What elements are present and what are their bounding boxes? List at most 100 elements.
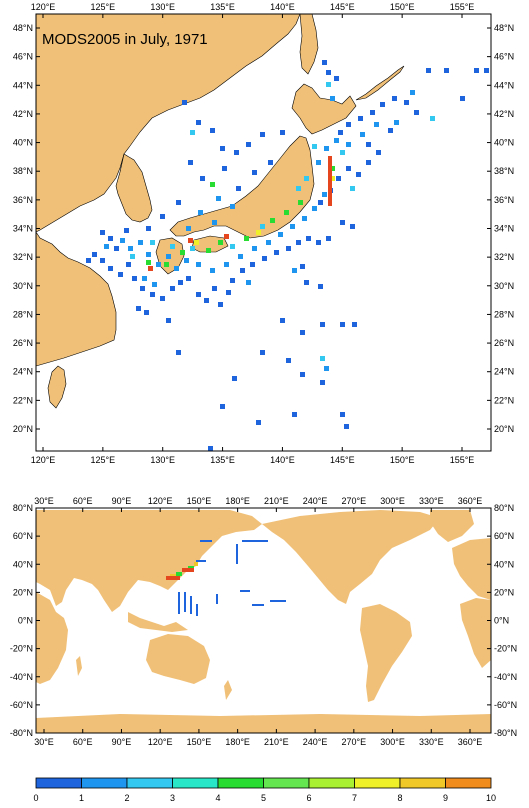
- top-y-tick-label: 26°N: [13, 338, 33, 348]
- bottom-map-land: [36, 510, 491, 733]
- bot-x-tick-label: 180°E: [225, 737, 250, 747]
- colorbar-label: 10: [486, 793, 496, 803]
- bottom-map-observations: [166, 540, 286, 616]
- top-x-tick-label: 145°E: [330, 455, 355, 465]
- top-y-tick-label: 48°N: [13, 23, 33, 33]
- top-y-tick-label: 34°N: [494, 224, 514, 234]
- colorbar-labels: 0 1 2 3 4 5 6 7 8 9 10: [33, 793, 496, 803]
- colorbar-box: [354, 777, 401, 789]
- bottom-map-x-ticks-bottom: 30°E 60°E 90°E 120°E 150°E 180°E 210°E 240°E 270…: [34, 729, 482, 747]
- bot-x-tick-label: 330°E: [419, 737, 444, 747]
- colorbar-box: [35, 777, 82, 789]
- bot-x-tick-label: 360°E: [458, 496, 483, 506]
- top-y-tick-label: 36°N: [13, 195, 33, 205]
- bot-x-tick-label: 270°E: [342, 737, 367, 747]
- top-y-tick-label: 40°N: [13, 138, 33, 148]
- bottom-map-y-ticks-right: 80°N 60°N 40°N 20°N 0°N -20°N -40°N -60°N -80°N: [487, 503, 517, 738]
- bot-y-tick-label: -40°N: [10, 672, 33, 682]
- top-map: 120°E 125°E 130°E 135°E 140°E 145°E 150°E 155°E…: [13, 2, 514, 465]
- bot-x-tick-label: 90°E: [112, 496, 132, 506]
- colorbar-label: 3: [170, 793, 175, 803]
- top-y-tick-label: 42°N: [13, 109, 33, 119]
- top-y-tick-label: 48°N: [494, 23, 514, 33]
- colorbar-label: 8: [397, 793, 402, 803]
- africa-wrap: [460, 598, 491, 668]
- bot-x-tick-label: 300°E: [380, 737, 405, 747]
- top-y-tick-label: 28°N: [13, 309, 33, 319]
- top-x-tick-label: 150°E: [390, 455, 415, 465]
- bot-y-tick-label: -60°N: [494, 700, 517, 710]
- bot-x-tick-label: 60°E: [73, 496, 93, 506]
- bot-x-tick-label: 210°E: [264, 496, 289, 506]
- europe-wrap: [452, 538, 491, 600]
- bot-x-tick-label: 90°E: [112, 737, 132, 747]
- asia-mainland: [35, 13, 301, 233]
- top-y-tick-label: 30°N: [13, 281, 33, 291]
- top-y-tick-label: 28°N: [494, 309, 514, 319]
- bot-y-tick-label: -20°N: [494, 644, 517, 654]
- bot-x-tick-label: 30°E: [34, 496, 54, 506]
- bot-y-tick-label: 60°N: [13, 531, 33, 541]
- top-map-x-ticks-bottom: 120°E 125°E 130°E 135°E 140°E 145°E 150°E 155°E: [31, 447, 475, 465]
- top-map-y-ticks-left: 48°N 46°N 44°N 42°N 40°N 38°N 36°N 34°N 32°N 30°N…: [13, 23, 40, 434]
- colorbar-box: [172, 777, 219, 789]
- top-y-tick-label: 20°N: [494, 424, 514, 434]
- bot-y-tick-label: 20°N: [13, 587, 33, 597]
- bottom-map: 30°E 60°E 90°E 120°E 150°E 180°E 210°E 240°E 270…: [10, 496, 517, 747]
- bot-x-tick-label: 210°E: [264, 737, 289, 747]
- top-y-tick-label: 24°N: [494, 367, 514, 377]
- bot-y-tick-label: -20°N: [10, 644, 33, 654]
- korea-peninsula: [115, 153, 153, 223]
- hokkaido: [291, 83, 357, 135]
- bot-y-tick-label: 80°N: [13, 503, 33, 513]
- bot-x-tick-label: 270°E: [342, 496, 367, 506]
- bottom-map-y-ticks-left: 80°N 60°N 40°N 20°N 0°N -20°N -40°N -60°N -80°N: [10, 503, 40, 738]
- top-y-tick-label: 44°N: [494, 80, 514, 90]
- top-y-tick-label: 30°N: [494, 281, 514, 291]
- top-y-tick-label: 46°N: [494, 52, 514, 62]
- bot-x-tick-label: 150°E: [187, 496, 212, 506]
- top-x-tick-label: 135°E: [210, 2, 235, 12]
- bot-y-tick-label: -40°N: [494, 672, 517, 682]
- bot-x-tick-label: 360°E: [458, 737, 483, 747]
- china-south-coast: [35, 231, 117, 367]
- top-y-tick-label: 46°N: [13, 52, 33, 62]
- top-y-tick-label: 44°N: [13, 80, 33, 90]
- bot-y-tick-label: 20°N: [494, 587, 514, 597]
- top-x-tick-label: 120°E: [31, 455, 56, 465]
- africa: [36, 592, 68, 684]
- top-x-tick-label: 120°E: [31, 2, 56, 12]
- bot-x-tick-label: 240°E: [303, 496, 328, 506]
- japan-small: [182, 548, 194, 570]
- bot-y-tick-label: 60°N: [494, 531, 514, 541]
- top-y-tick-label: 36°N: [494, 195, 514, 205]
- top-x-tick-label: 155°E: [450, 2, 475, 12]
- new-zealand: [224, 680, 232, 700]
- bot-x-tick-label: 300°E: [380, 496, 405, 506]
- top-x-tick-label: 145°E: [330, 2, 355, 12]
- indonesia: [128, 612, 188, 632]
- bot-y-tick-label: 0°N: [494, 616, 509, 626]
- colorbar-box: [308, 777, 355, 789]
- bot-y-tick-label: 40°N: [13, 559, 33, 569]
- colorbar-box: [399, 777, 446, 789]
- colorbar-label: 5: [261, 793, 266, 803]
- top-y-tick-label: 34°N: [13, 224, 33, 234]
- bot-y-tick-label: -60°N: [10, 700, 33, 710]
- bot-x-tick-label: 180°E: [225, 496, 250, 506]
- bot-x-tick-label: 150°E: [187, 737, 212, 747]
- colorbar-label: 0: [33, 793, 38, 803]
- bot-y-tick-label: 80°N: [494, 503, 514, 513]
- colorbar: 0 1 2 3 4 5 6 7 8 9 10: [33, 777, 496, 803]
- bot-x-tick-label: 120°E: [148, 737, 173, 747]
- greenland: [430, 510, 474, 542]
- top-x-tick-label: 150°E: [390, 2, 415, 12]
- map-title: MODS2005 in July, 1971: [42, 31, 208, 48]
- colorbar-box: [263, 777, 310, 789]
- bot-y-tick-label: -80°N: [494, 728, 517, 738]
- top-x-tick-label: 155°E: [450, 455, 475, 465]
- top-y-tick-label: 26°N: [494, 338, 514, 348]
- top-y-tick-label: 22°N: [13, 395, 33, 405]
- bot-y-tick-label: 40°N: [494, 559, 514, 569]
